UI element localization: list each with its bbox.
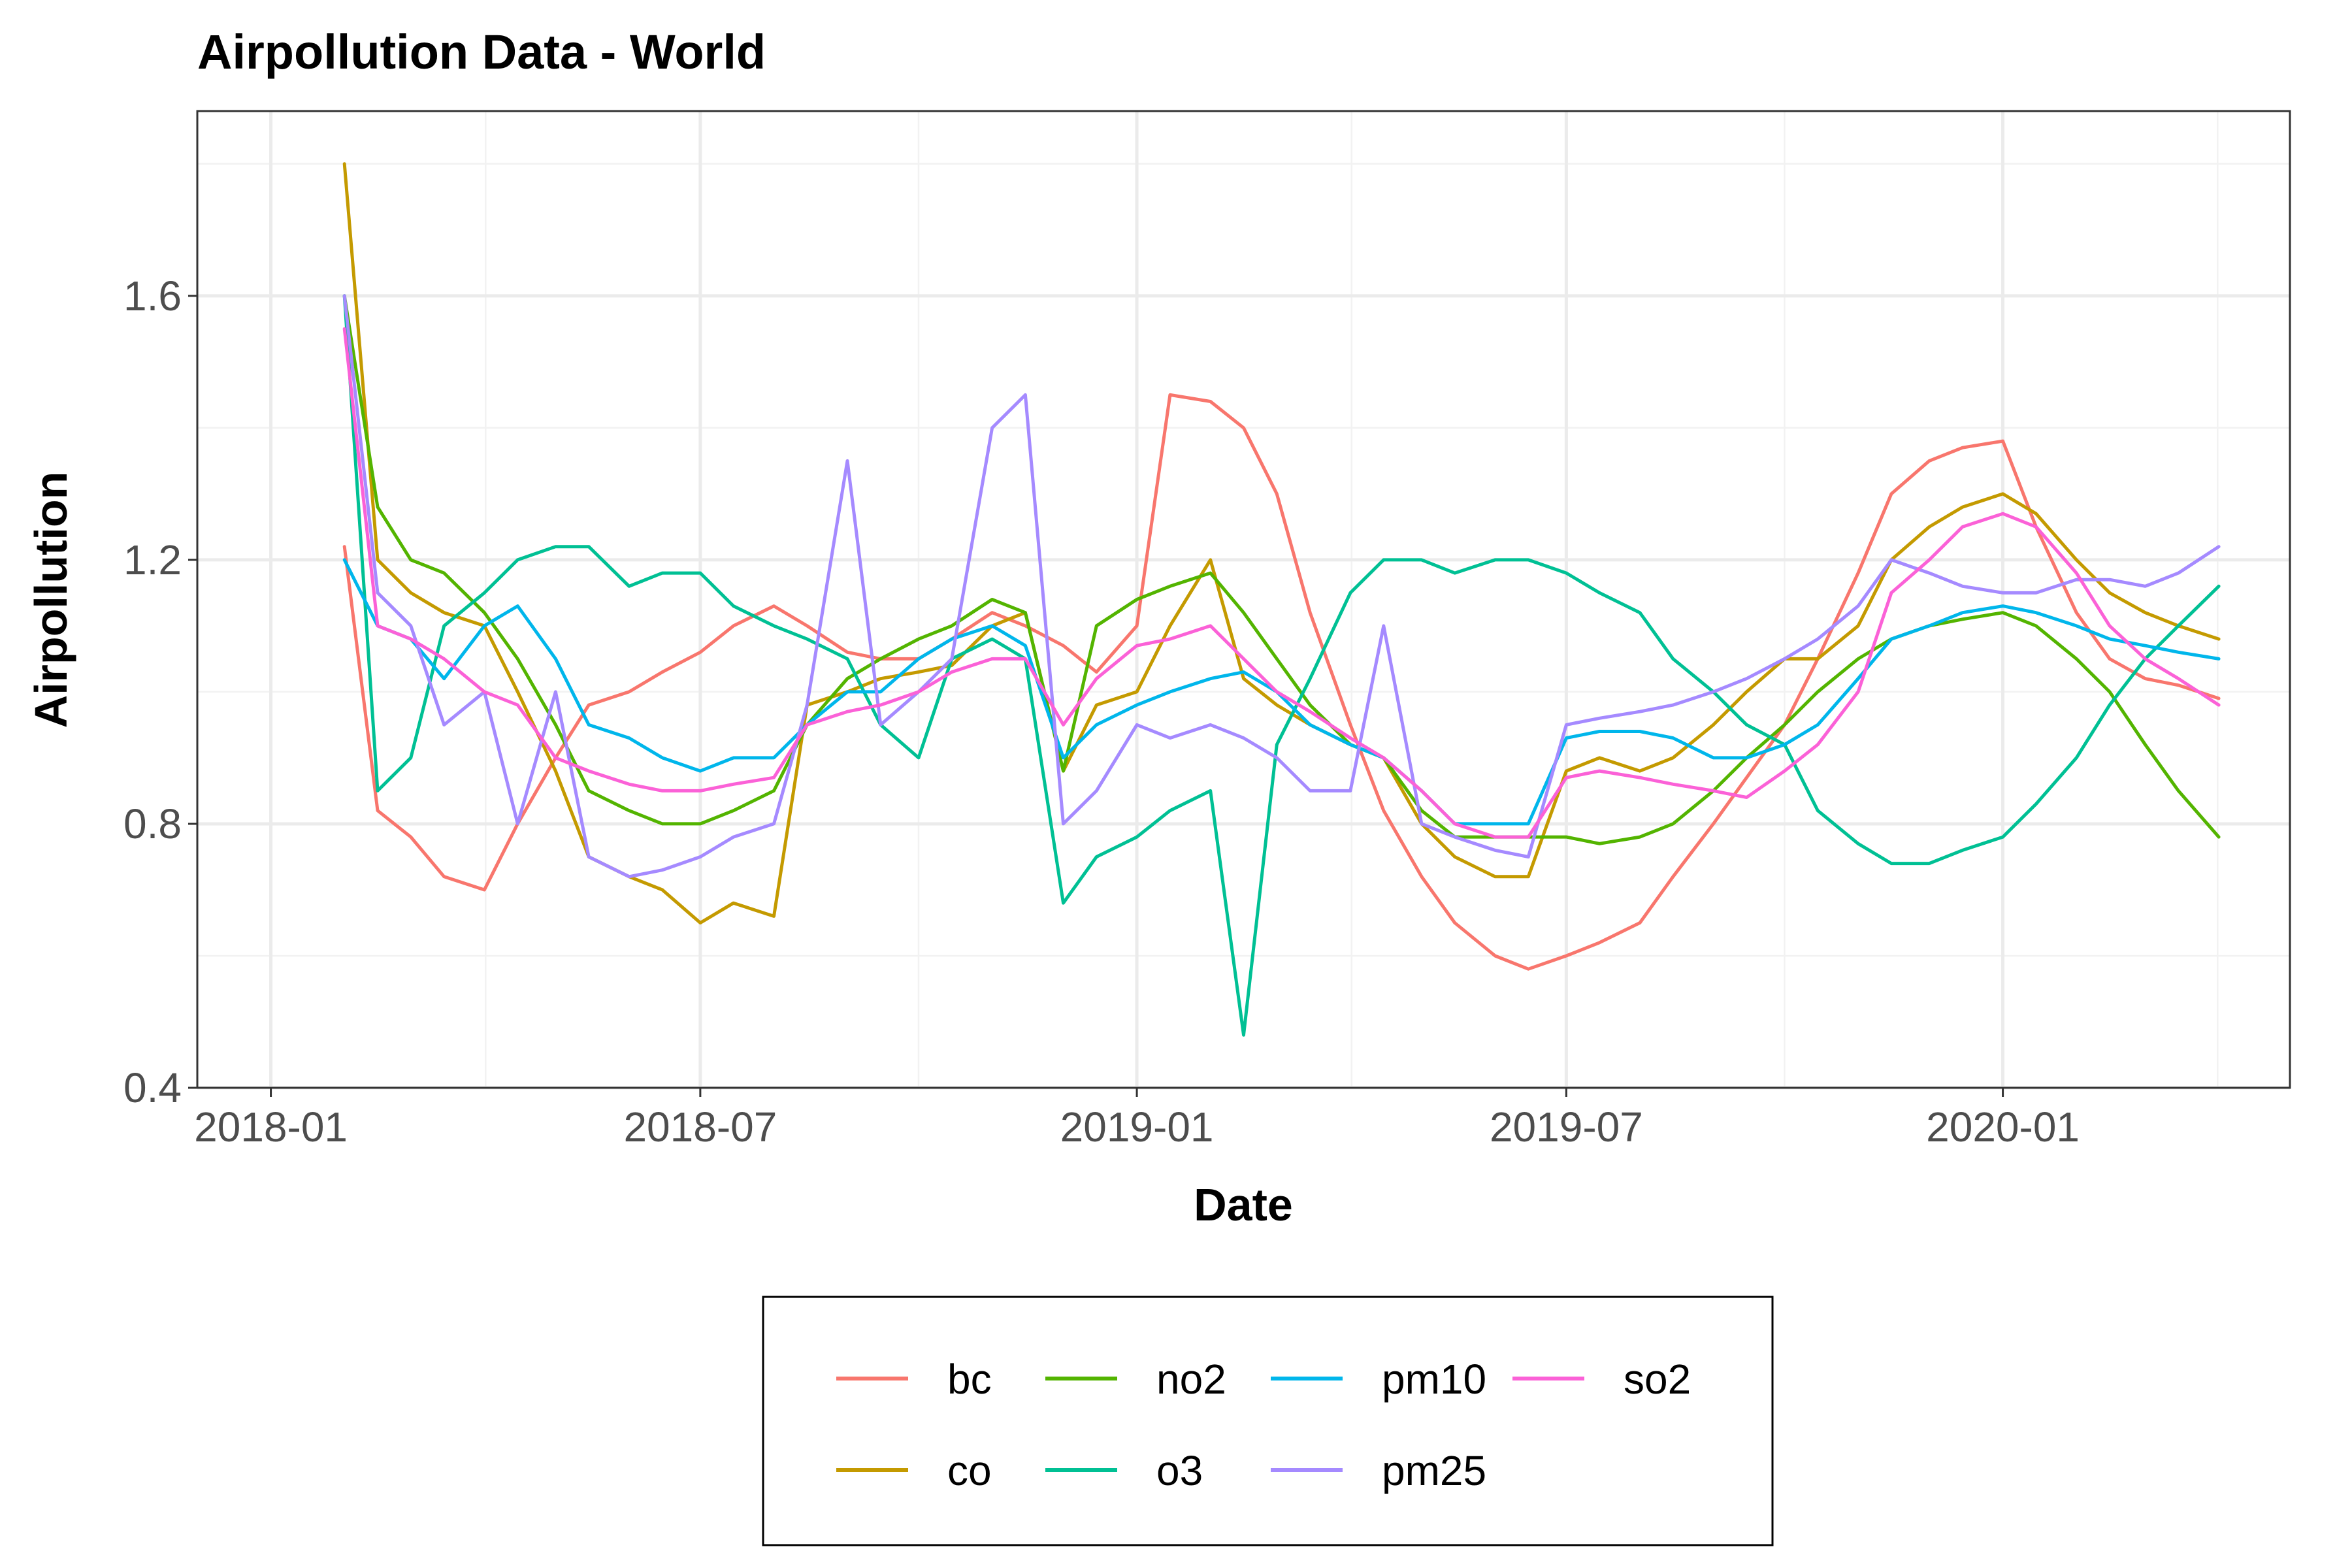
x-axis: 2018-01 2018-07 2019-01 2019-07 2020-01: [194, 1088, 2080, 1151]
series-lines: [342, 162, 2221, 1037]
x-tick-label: 2019-01: [1060, 1103, 1214, 1151]
series-line-bc: [342, 393, 2221, 971]
legend-label-so2: so2: [1624, 1356, 1691, 1403]
x-tick-label: 2018-07: [623, 1103, 777, 1151]
legend: bc co no2 o3 pm10 pm25 so2: [762, 1296, 1774, 1546]
x-tick-label: 2018-01: [194, 1103, 348, 1151]
chart-title: Airpollution Data - World: [197, 25, 766, 79]
x-tick-label: 2020-01: [1926, 1103, 2080, 1151]
legend-label-o3: o3: [1156, 1447, 1203, 1494]
legend-label-pm25: pm25: [1382, 1447, 1486, 1494]
y-tick-label: 0.4: [123, 1064, 182, 1111]
legend-box: [762, 1296, 1774, 1546]
plot-panel: [196, 110, 2291, 1090]
y-tick-label: 1.2: [123, 536, 182, 583]
x-tick-label: 2019-07: [1490, 1103, 1643, 1151]
y-tick-label: 0.8: [123, 800, 182, 847]
legend-label-co: co: [947, 1447, 992, 1494]
panel-border: [196, 110, 2291, 1089]
y-axis: 0.4 0.8 1.2 1.6: [123, 272, 197, 1111]
y-tick-label: 1.6: [123, 272, 182, 319]
series-line-so2: [342, 327, 2221, 839]
legend-label-pm10: pm10: [1382, 1356, 1486, 1403]
x-axis-title: Date: [1194, 1179, 1293, 1230]
series-line-o3: [342, 294, 2221, 1037]
panel-background: [197, 111, 2290, 1088]
series-line-co: [342, 162, 2221, 924]
legend-label-no2: no2: [1156, 1356, 1226, 1403]
series-line-pm25: [342, 294, 2221, 879]
y-axis-title: Airpollution: [25, 472, 76, 728]
legend-label-bc: bc: [947, 1356, 992, 1403]
